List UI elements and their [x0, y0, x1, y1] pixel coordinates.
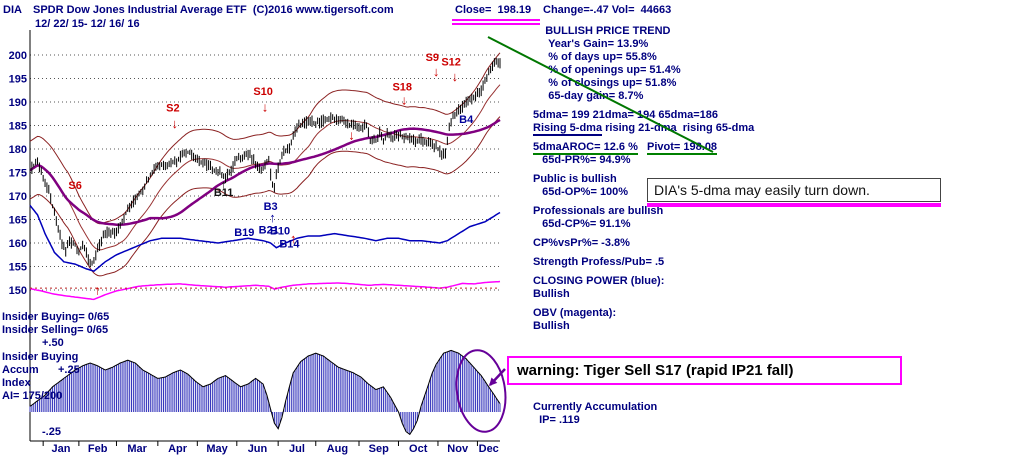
x-axis-label: Jun — [248, 443, 268, 455]
signal-label: S2 — [166, 102, 179, 114]
insider-selling-label: Insider Selling= 0/65 — [2, 324, 109, 336]
close-underline-line — [452, 23, 540, 25]
purple-arrow-head-icon — [489, 377, 498, 386]
x-axis-label: Sep — [369, 443, 389, 455]
stat-line: Year's Gain= 13.9% — [533, 38, 649, 50]
signal-label: B19 — [234, 227, 254, 239]
price-chart: 200 195 190 185 180 175 170 165 160 155 150 Jan Feb M… — [9, 30, 501, 455]
y-axis-label: 185 — [9, 121, 27, 133]
obv-line — [29, 280, 501, 301]
accum-scale-top: +.50 — [42, 337, 64, 349]
lower-band — [29, 116, 501, 277]
stat-line: 5dmaAROC= 12.6 % Pivot= 198.08 — [533, 141, 718, 155]
down-arrow-icon: ↓ — [433, 64, 440, 79]
down-arrow-icon: ↓ — [401, 92, 408, 107]
signal-label: B11 — [214, 187, 234, 199]
y-axis-label: 155 — [9, 262, 27, 274]
y-axis-label: 200 — [9, 50, 27, 62]
sma21-line — [29, 84, 501, 251]
stat-line: IP= .119 — [533, 414, 580, 426]
down-arrow-icon: ↓ — [452, 69, 459, 84]
signal-label: B3 — [264, 201, 278, 213]
accum-label: Accum — [2, 364, 39, 376]
insider-buying-label: Insider Buying= 0/65 — [2, 311, 110, 323]
y-axis-label: 160 — [9, 238, 27, 250]
y-axis-label: 190 — [9, 97, 27, 109]
x-axis-label: Nov — [447, 443, 469, 455]
ai-value: AI= 175/200 — [2, 390, 63, 402]
y-axis-label: 170 — [9, 191, 27, 203]
x-axis-label: Dec — [479, 443, 499, 455]
stat-line: 65-day gain= 8.7% — [533, 90, 644, 102]
stat-line: Public is bullish — [533, 173, 617, 185]
stat-line: 65d-CP%= 91.1% — [533, 218, 631, 230]
change-volume: Change=-.47 Vol= 44663 — [543, 4, 672, 16]
stat-line: CP%vsPr%= -3.8% — [533, 237, 630, 249]
ma65-line — [29, 118, 501, 226]
accum-scale-mid: +.25 — [58, 364, 80, 376]
up-arrow-icon: ↑ — [94, 283, 101, 298]
close-underline-line — [452, 19, 540, 21]
x-axis-label: Mar — [127, 443, 147, 455]
stat-line: Strength Profess/Pub= .5 — [533, 256, 665, 268]
accum-envelope-line — [29, 349, 501, 436]
x-axis-label: Jul — [289, 443, 305, 455]
accum-scale-bottom: -.25 — [42, 426, 61, 438]
stat-line: Currently Accumulation — [533, 401, 658, 413]
x-axis-label: Apr — [168, 443, 188, 455]
y-axis-label: 175 — [9, 168, 27, 180]
closing-power-line — [29, 204, 501, 273]
upper-band — [29, 52, 501, 225]
up-arrow-icon: ↑ — [290, 231, 297, 246]
y-axis-label: 150 — [9, 285, 27, 297]
down-arrow-icon: ↓ — [348, 128, 355, 143]
date-range: 12/ 22/ 15- 12/ 16/ 16 — [35, 18, 140, 30]
x-axis-label: Jan — [52, 443, 71, 455]
note-magenta-underline — [647, 203, 941, 207]
signal-label: B10 — [270, 226, 290, 238]
signal-label: B21 — [259, 225, 279, 237]
up-arrow-icon: ↑ — [220, 177, 227, 192]
y-axis-label: 180 — [9, 144, 27, 156]
stat-line: Bullish — [533, 320, 570, 332]
purple-arrow-line — [489, 368, 506, 386]
stat-line: % of openings up= 51.4% — [533, 64, 681, 76]
stat-line: CLOSING POWER (blue): — [533, 275, 665, 287]
signal-label: S6 — [68, 180, 81, 192]
signal-label: B4 — [459, 114, 474, 126]
accum-panel-title: Insider Buying — [2, 351, 79, 363]
y-axis-label: 195 — [9, 74, 27, 86]
y-axis-label: 165 — [9, 215, 27, 227]
accum-circle-annotation — [455, 349, 507, 433]
stat-line: Bullish — [533, 288, 570, 300]
stat-line: BULLISH PRICE TREND — [533, 25, 671, 37]
stat-line: % of days up= 55.8% — [533, 51, 657, 63]
signal-label: B14 — [279, 239, 300, 251]
stat-line: 65d-OP%= 100% — [533, 186, 629, 198]
sell-warning-box: warning: Tiger Sell S17 (rapid IP21 fall… — [507, 356, 902, 385]
stat-line: Rising 5-dma rising 21-dma rising 65-dma — [533, 122, 755, 136]
x-axis-label: Aug — [327, 443, 348, 455]
index-label: Index — [2, 377, 31, 389]
x-axis-label: Feb — [88, 443, 108, 455]
signal-label: S18 — [392, 81, 412, 93]
signal-label: S9 — [426, 52, 439, 64]
close-value: Close= 198.19 — [455, 4, 532, 16]
x-axis-label: Oct — [409, 443, 428, 455]
stat-line: % of closings up= 51.8% — [533, 77, 677, 89]
down-arrow-icon: ↓ — [172, 116, 179, 131]
stat-line: 65d-PR%= 94.9% — [533, 154, 631, 166]
down-arrow-icon: ↓ — [262, 99, 269, 114]
ticker-symbol: DIA — [3, 4, 22, 16]
stat-line: Professionals are bullish — [533, 205, 664, 217]
analyst-note-box: DIA's 5-dma may easily turn down. — [647, 178, 941, 202]
x-axis-label: May — [206, 443, 228, 455]
stat-line: OBV (magenta): — [533, 307, 617, 319]
signal-label: S10 — [253, 86, 273, 98]
chart-title: SPDR Dow Jones Industrial Average ETF (C… — [33, 4, 394, 16]
up-arrow-icon: ↑ — [269, 210, 276, 225]
stat-line: 5dma= 199 21dma= 194 65dma=186 — [533, 109, 718, 121]
signal-label: S12 — [441, 56, 461, 68]
